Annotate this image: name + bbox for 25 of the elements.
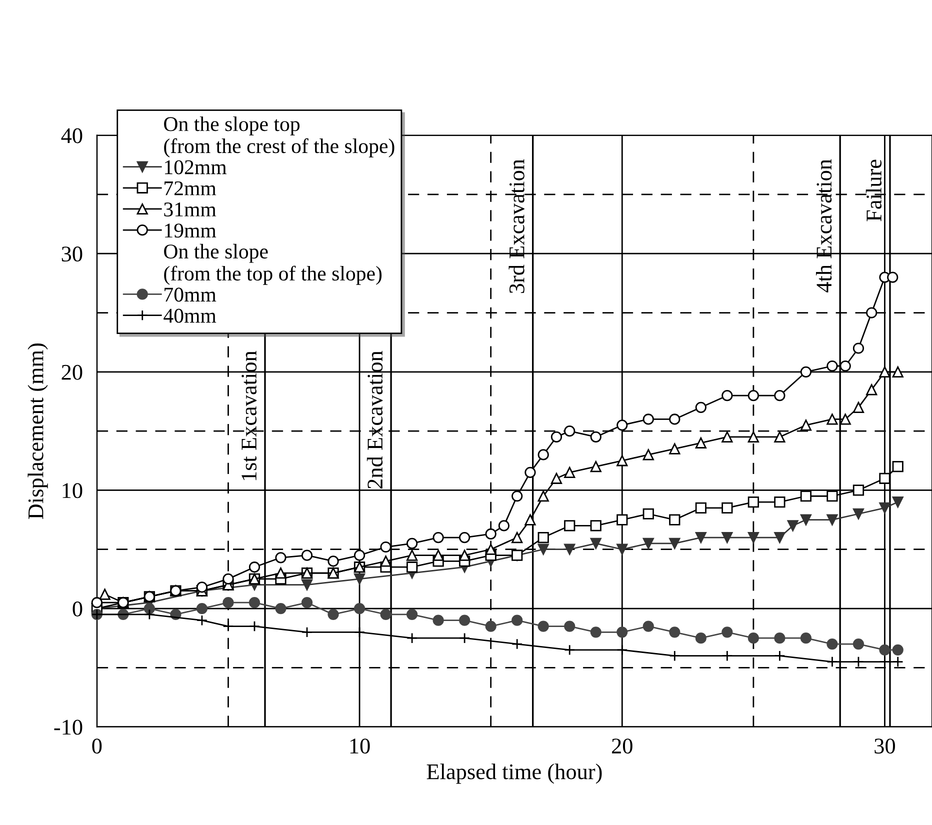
legend-label: 31mm: [164, 202, 216, 216]
x-axis-title: Elapsed time (hour): [426, 764, 602, 784]
x-tick-label: 0: [92, 738, 102, 754]
legend-label: 19mm: [165, 224, 216, 238]
y-axis-title: Displacement (mm): [28, 343, 48, 519]
legend-label: 40mm: [164, 308, 216, 323]
x-tick-label: 10: [350, 738, 370, 754]
y-tick-label: 40: [61, 128, 82, 144]
legend-label: 102mm: [165, 160, 227, 174]
annotation: On the slope top (from the crest of the slope): [164, 116, 394, 158]
y-tick-label: 20: [62, 364, 82, 380]
y-tick-label: -10: [54, 720, 82, 735]
ref-line-label: 1st Excavation: [242, 350, 257, 480]
legend-label: 70mm: [164, 288, 216, 302]
x-tick-label: 30: [874, 738, 895, 754]
y-tick-label: 0: [72, 601, 82, 616]
legend-label: 72mm: [164, 181, 216, 196]
y-tick-label: 10: [62, 483, 82, 498]
annotation: On the slope (from the top of the slope): [164, 244, 382, 285]
ref-line-label: 2nd Excavation: [366, 350, 383, 488]
y-tick-label: 30: [62, 246, 82, 262]
ref-line-label: 4th Excavation: [816, 159, 832, 292]
ref-line-label: 3rd Excavation: [508, 159, 524, 294]
x-tick-label: 20: [612, 738, 632, 754]
ref-line-label: Failure: [866, 160, 882, 222]
